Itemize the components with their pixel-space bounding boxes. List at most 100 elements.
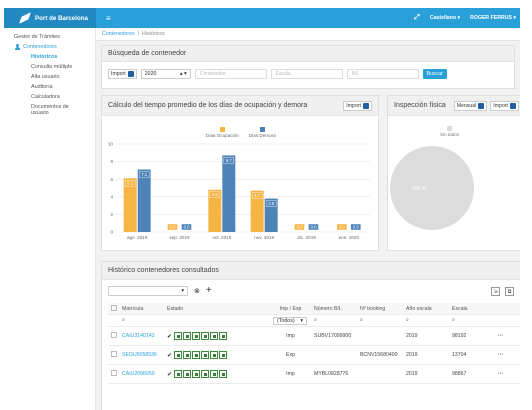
year-select[interactable]: 2020 ▴ ▾ [140,69,191,79]
sidebar-item-documentos[interactable]: Documentos de usuario [31,104,69,116]
status-action-icon[interactable] [183,351,192,359]
row-checkbox[interactable] [111,351,117,357]
y-tick-label: 0 [110,230,113,235]
status-action-icon[interactable] [174,351,183,359]
row-checkbox[interactable] [111,332,117,338]
row-estado: ✔ [164,351,270,359]
status-action-icon[interactable] [201,370,210,378]
col-impexp[interactable]: Imp / Exp [279,305,302,312]
export-icon[interactable]: ⇲ [491,287,500,296]
status-action-icon[interactable] [210,332,219,340]
search-button[interactable]: Buscar [422,69,447,79]
col-bl[interactable]: Número B/L [314,305,342,312]
bl-input[interactable]: B/L [346,69,419,79]
status-action-icon[interactable] [192,351,201,359]
filter-bl-search-icon[interactable]: ⌕ [314,317,317,323]
col-booking[interactable]: Nº booking [360,305,386,312]
sidebar-item-gestor[interactable]: Gestor de Trámites [14,34,60,40]
status-action-icon[interactable] [201,351,210,359]
breadcrumb-separator: / [137,31,140,37]
sidebar-item-alta-usuario[interactable]: Alta usuario [31,74,60,80]
row-matricula[interactable]: CAIU3140142 [122,333,155,339]
col-escala[interactable]: Escala [452,305,468,312]
impexp-filter-select[interactable]: (Todos) ▾ [273,316,307,325]
status-action-icon[interactable] [201,332,210,340]
sidebar-item-calculadora[interactable]: Calculadora [31,94,60,100]
status-action-icon[interactable] [210,370,219,378]
x-tick-label: dic. 2019 [297,235,316,240]
data-label-box [181,223,192,231]
row-matricula[interactable]: SEGU9058536 [122,352,157,358]
status-action-icon[interactable] [174,370,183,378]
status-action-icon[interactable] [210,351,219,359]
col-estado[interactable]: Estado [167,305,184,312]
container-input[interactable]: Contenedor [194,69,267,79]
chart-panel: Cálculo del tiempo promedio de los días … [101,95,379,251]
import-toggle[interactable]: Import [108,69,137,79]
sidebar-item-historicos[interactable]: Históricos [31,54,58,60]
inspection-title: Inspección física [394,102,446,109]
status-action-icon[interactable] [219,332,228,340]
monthly-toggle[interactable]: Mensual [453,100,488,111]
bar [264,198,278,232]
grid-view-select[interactable]: ▾ [108,286,188,296]
expand-icon[interactable]: ⤢ [414,14,420,21]
table-row[interactable]: CAIU2096050 ✔ Imp MYBL0828776 2019 98867 ··· [108,365,520,384]
status-action-icon[interactable] [183,370,192,378]
brand-name: Port de Barcelona [35,14,88,22]
status-action-icon[interactable] [219,370,228,378]
row-menu-icon[interactable]: ··· [498,333,504,339]
status-action-icon[interactable] [174,332,183,340]
escala-input[interactable]: Escala [270,69,343,79]
pie-slice [390,146,474,230]
pie-legend: Sin datos [440,126,459,137]
filter-escala-search-icon[interactable]: ⌕ [452,317,455,323]
row-bl: SUBV17099900 [314,333,352,339]
row-menu-icon[interactable]: ··· [498,352,504,358]
status-action-icon[interactable] [192,332,201,340]
clear-icon[interactable]: ⊗ [194,288,200,295]
user-menu[interactable]: ROGER FERRUS ▾ [470,15,516,21]
search-panel: Búsqueda de contenedor Import 2020 ▴ ▾ Co… [101,45,515,89]
status-action-icon[interactable] [219,351,228,359]
row-escala: 13704 [452,352,467,358]
table-row[interactable]: CAIU3140142 ✔ Imp SUBV17099900 2019 98192 ··· [108,327,520,346]
table-row[interactable]: SEGU9058536 ✔ Exp BCNV15680400 2019 13704 ··· [108,346,520,365]
data-label-box [308,223,319,231]
history-title: Histórico contenedores consultados [102,262,520,280]
row-matricula[interactable]: CAIU2096050 [122,371,155,377]
add-icon[interactable]: + [205,285,212,296]
select-all-checkbox[interactable] [111,304,117,311]
filter-anio-search-icon[interactable]: ⌕ [406,317,409,323]
language-dropdown[interactable]: Castellano ▾ [429,15,461,21]
data-label: 0.0 [297,224,303,229]
col-anio[interactable]: Año escala [406,305,432,312]
breadcrumb-parent[interactable]: Contenedores [102,31,135,37]
data-label-box [294,223,305,231]
col-matricula[interactable]: Matrícula [122,305,144,312]
sidebar-item-contenedores[interactable]: Contenedores [4,42,95,52]
copy-icon[interactable]: ⧉ [505,287,514,296]
toggle-icon [478,102,485,109]
data-label-box [265,200,277,207]
bar [222,155,236,232]
filter-booking-search-icon[interactable]: ⌕ [360,317,363,323]
data-label: 0.0 [311,224,317,229]
sidebar-item-auditoria[interactable]: Auditoría [31,84,53,90]
row-booking: BCNV15680400 [360,352,398,358]
pie-chart: 100 % [390,146,474,230]
row-anio: 2019 [406,333,418,339]
brand[interactable]: Port de Barcelona [4,8,96,28]
status-action-icon[interactable] [192,370,201,378]
data-label: 3.8 [268,201,274,206]
row-checkbox[interactable] [111,370,117,376]
x-tick-label: oct. 2019 [212,235,231,240]
status-action-icon[interactable] [183,332,192,340]
inspection-import-toggle[interactable]: Import [490,100,519,111]
sidebar-item-consulta-multiple[interactable]: Consulta múltiple [31,64,73,70]
row-menu-icon[interactable]: ··· [498,371,504,377]
chart-import-toggle[interactable]: Import [343,100,372,111]
x-tick-label: ene. 2020 [339,235,360,240]
menu-icon[interactable]: ≡ [106,13,111,23]
filter-matricula-search-icon[interactable]: ⌕ [122,317,125,323]
